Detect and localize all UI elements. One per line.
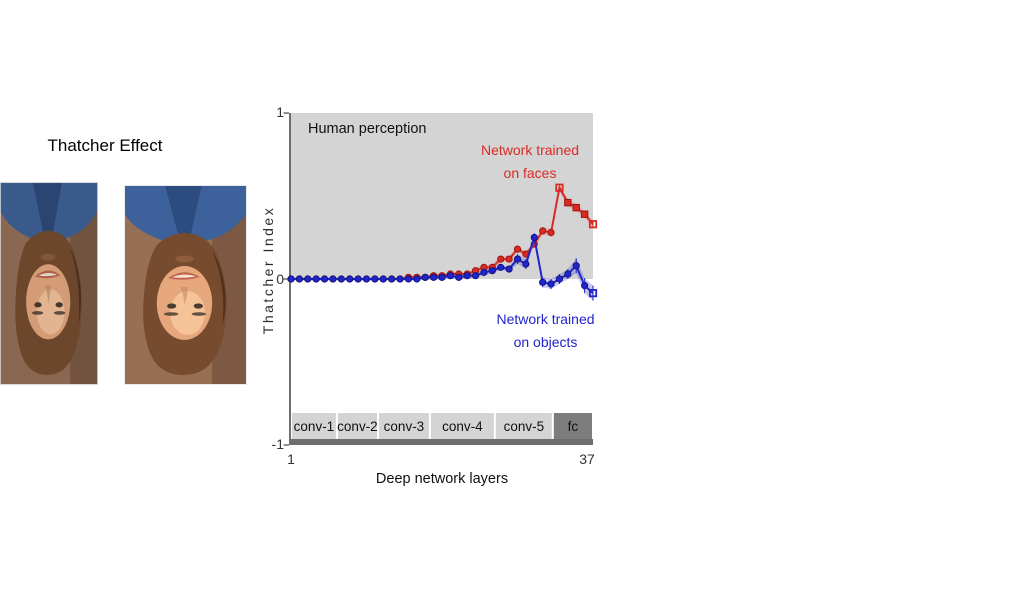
x-tick-37: 37 [579, 451, 595, 467]
layer-band-conv-5 [495, 413, 552, 439]
objects-marker [413, 275, 421, 283]
objects-marker [379, 275, 387, 283]
x-axis-line [289, 439, 593, 445]
faces-marker [539, 227, 547, 235]
objects-marker [295, 275, 303, 283]
layer-band-conv-3 [378, 413, 429, 439]
y-axis-label: Thatcher Index [260, 205, 276, 335]
objects-marker [329, 275, 337, 283]
objects-annotation: Network trained on objects [465, 308, 626, 354]
objects-marker [539, 278, 547, 286]
faces-marker [580, 210, 589, 218]
objects-marker [430, 273, 438, 281]
faces-marker [505, 255, 513, 263]
layer-band-label-conv-2: conv-2 [337, 419, 378, 434]
objects-marker [396, 275, 404, 283]
x-tick-1: 1 [287, 451, 295, 467]
faces-marker [572, 203, 580, 212]
layer-band-label-conv-4: conv-4 [442, 419, 483, 434]
objects-marker [564, 270, 572, 278]
objects-annotation-line1: Network trained [496, 311, 595, 327]
faces-marker [513, 245, 522, 253]
objects-annotation-line2: on objects [513, 334, 578, 350]
y-tick-neg1: -1 [271, 436, 284, 452]
objects-marker [522, 260, 530, 268]
y-tick-1: 1 [276, 104, 284, 120]
layer-band-label-conv-3: conv-3 [384, 419, 425, 434]
objects-marker [371, 275, 379, 283]
objects-marker [455, 273, 463, 281]
objects-marker [438, 273, 446, 281]
objects-marker [497, 263, 505, 271]
x-axis-label: Deep network layers [375, 471, 509, 487]
human-perception-label: Human perception [308, 121, 427, 137]
objects-marker [513, 255, 522, 263]
layer-band-conv-1 [292, 413, 336, 439]
objects-marker [488, 267, 496, 275]
objects-marker [346, 275, 354, 283]
objects-marker [388, 275, 396, 283]
objects-marker [480, 268, 488, 276]
objects-marker [304, 275, 312, 283]
layer-band-label-conv-1: conv-1 [294, 419, 335, 434]
faces-marker [564, 198, 572, 207]
layer-band-fc [553, 413, 592, 439]
objects-marker [555, 275, 564, 283]
human-perception-region [291, 113, 593, 279]
y-tick-0: 0 [276, 271, 284, 287]
faces-annotation-line1: Network trained [480, 142, 580, 158]
thatcher-photo-original [0, 182, 98, 385]
objects-marker [404, 275, 413, 283]
faces-marker [547, 228, 555, 237]
faces-marker [555, 183, 564, 192]
faces-marker [588, 220, 598, 229]
faces-annotation-line2: on faces [503, 165, 557, 181]
objects-marker [446, 272, 454, 280]
objects-marker [320, 275, 329, 283]
objects-marker [287, 275, 295, 283]
objects-marker [547, 280, 555, 288]
layer-band-conv-4 [430, 413, 494, 439]
thatcher-index-chart: conv-1 conv-2 conv-3 conv-4 conv-5 fc [283, 112, 598, 446]
layer-band-conv-2 [337, 413, 377, 439]
objects-marker [581, 282, 589, 290]
faces-annotation: Network trained on faces [450, 139, 610, 185]
layer-band-label-conv-5: conv-5 [504, 419, 545, 434]
objects-marker [337, 275, 345, 283]
thatcher-photo-thatcherized [124, 185, 247, 385]
objects-marker [471, 272, 480, 280]
thatcher-effect-title: Thatcher Effect [47, 136, 163, 155]
objects-marker [505, 265, 513, 273]
faces-marker [497, 255, 505, 263]
objects-marker [421, 273, 429, 281]
objects-marker [588, 289, 598, 298]
objects-marker [530, 233, 538, 242]
objects-marker [463, 272, 471, 280]
objects-marker [572, 262, 580, 270]
objects-marker [362, 275, 371, 283]
objects-marker [354, 275, 362, 283]
layer-band-label-fc: fc [568, 419, 579, 434]
objects-marker [312, 275, 320, 283]
